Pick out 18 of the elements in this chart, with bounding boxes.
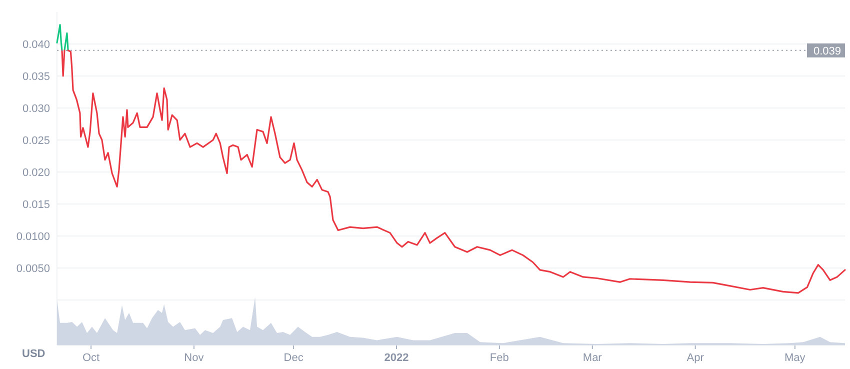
x-tick-label: Apr (686, 352, 704, 364)
x-tick-label: Nov (184, 352, 204, 364)
y-tick-label: 0.035 (22, 70, 50, 83)
y-tick-label: 0.030 (22, 102, 50, 115)
y-tick-label: 0.0100 (16, 230, 50, 243)
x-tick-label: May (784, 352, 806, 364)
x-tick-label: Feb (490, 352, 509, 364)
x-tick-label: 2022 (384, 352, 409, 364)
y-tick-label: 0.020 (22, 166, 50, 179)
ref-line-label: 0.039 (813, 45, 841, 58)
x-tick-label: Mar (582, 352, 602, 364)
x-tick-label: Oct (82, 352, 100, 364)
y-tick-label: 0.025 (22, 134, 50, 147)
y-tick-label: 0.0050 (16, 262, 50, 275)
y-tick-label: 0.040 (22, 38, 50, 51)
y-axis-title: USD (22, 348, 46, 360)
x-tick-label: Dec (284, 352, 304, 364)
y-tick-label: 0.015 (22, 198, 50, 211)
